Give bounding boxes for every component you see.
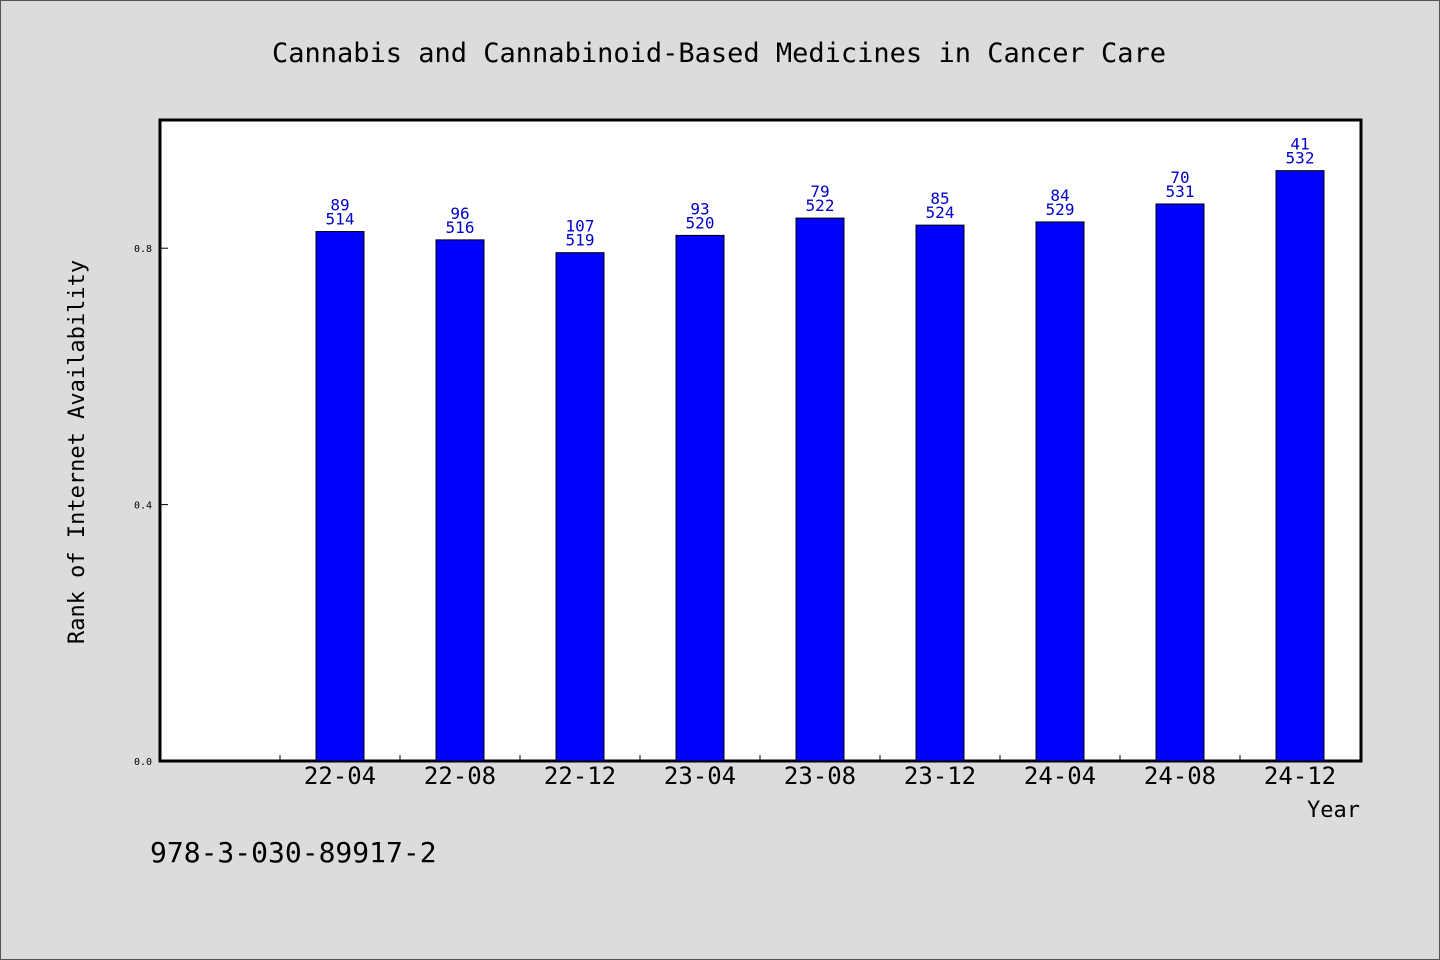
x-tick-label: 22-12 bbox=[544, 762, 616, 790]
bar bbox=[1275, 170, 1325, 762]
x-tick-label: 23-08 bbox=[784, 762, 856, 790]
y-tick-label: 0.8 bbox=[134, 244, 152, 255]
x-tick-label: 22-08 bbox=[424, 762, 496, 790]
bar-label-count: 532 bbox=[1286, 149, 1315, 168]
bar-label-rank: 89 bbox=[330, 196, 349, 215]
x-tick-label: 22-04 bbox=[304, 762, 376, 790]
bar bbox=[435, 239, 485, 762]
bar-label-rank: 41 bbox=[1290, 135, 1309, 154]
isbn-text: 978-3-030-89917-2 bbox=[150, 836, 437, 869]
bar-label-rank: 79 bbox=[810, 182, 829, 201]
bar bbox=[1035, 221, 1085, 762]
chart-title: Cannabis and Cannabinoid-Based Medicines… bbox=[272, 38, 1166, 69]
x-tick-label: 23-12 bbox=[904, 762, 976, 790]
bar-label-count: 524 bbox=[926, 203, 955, 222]
bar bbox=[675, 234, 725, 762]
bar-label-count: 529 bbox=[1046, 200, 1075, 219]
y-axis-label: Rank of Internet Availability bbox=[65, 260, 90, 644]
bar-label-rank: 96 bbox=[450, 204, 469, 223]
x-tick-label: 24-08 bbox=[1144, 762, 1216, 790]
y-tick-label: 0.4 bbox=[134, 501, 152, 512]
bar-label-count: 514 bbox=[326, 210, 355, 229]
bar-label-count: 519 bbox=[566, 231, 595, 250]
bar bbox=[915, 224, 965, 762]
bar-label-rank: 70 bbox=[1170, 168, 1189, 187]
bar-label-count: 520 bbox=[686, 213, 715, 232]
x-tick-label: 24-04 bbox=[1024, 762, 1096, 790]
bar-label-count: 516 bbox=[446, 218, 475, 237]
bar-label-rank: 85 bbox=[930, 189, 949, 208]
bar bbox=[795, 217, 845, 762]
bar bbox=[555, 252, 605, 762]
bar-label-count: 522 bbox=[806, 196, 835, 215]
bar-label-rank: 84 bbox=[1050, 186, 1069, 205]
bar bbox=[315, 231, 365, 762]
bar-label-rank: 93 bbox=[690, 199, 709, 218]
bar bbox=[1155, 203, 1205, 762]
x-tick-label: 23-04 bbox=[664, 762, 736, 790]
bar-label-count: 531 bbox=[1166, 182, 1195, 201]
bar-label-rank: 107 bbox=[566, 217, 595, 236]
x-axis-label: Year bbox=[1307, 798, 1360, 823]
x-tick-label: 24-12 bbox=[1264, 762, 1336, 790]
y-tick-label: 0.0 bbox=[134, 757, 152, 768]
